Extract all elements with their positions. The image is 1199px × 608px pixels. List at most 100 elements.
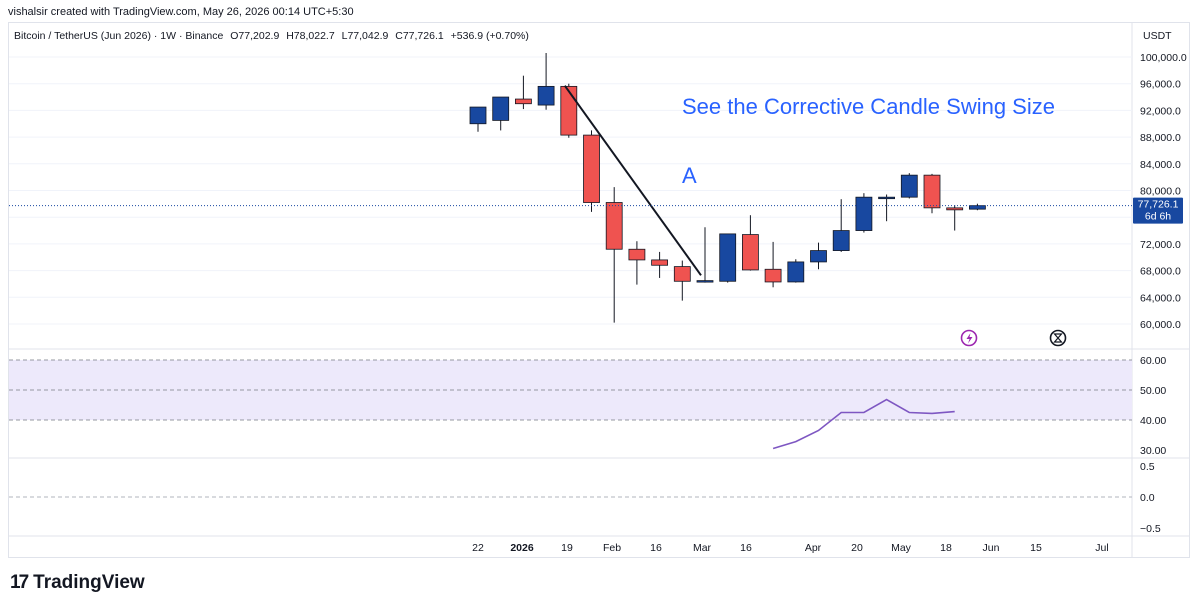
last-price-marker: 77,726.1 6d 6h: [9, 197, 1183, 224]
indicator-tick-label: 40.00: [1140, 415, 1166, 427]
price-tick-label: 96,000.0: [1140, 79, 1181, 91]
candle-body: [537, 85, 555, 106]
candle: [810, 242, 827, 270]
price-tick-label: 80,000.0: [1140, 186, 1181, 198]
candle: [673, 260, 691, 301]
legend-low: L77,042.9: [342, 30, 389, 42]
legend-symbol: Bitcoin / TetherUS (Jun 2026) · 1W · Bin…: [14, 30, 223, 42]
candle-body: [469, 106, 487, 125]
time-tick-label: Feb: [603, 542, 621, 554]
trendline: [563, 85, 702, 276]
candle-body: [605, 202, 623, 250]
chart-frame[interactable]: [8, 22, 1190, 558]
lightning-icon[interactable]: [960, 329, 978, 347]
price-tick-label: 100,000.0: [1140, 52, 1187, 64]
candle-body: [673, 266, 691, 282]
candle-body: [742, 234, 759, 271]
legend-high: H78,022.7: [286, 30, 335, 42]
time-tick-label: Jun: [983, 542, 1000, 554]
time-tick-label: 16: [650, 542, 662, 554]
candle-body: [583, 134, 600, 203]
candle: [628, 241, 646, 285]
time-tick-label: 15: [1030, 542, 1042, 554]
price-axis-ticks: 100,000.0 96,000.0 92,000.0 88,000.0 84,000.…: [1140, 52, 1187, 331]
candle: [537, 52, 555, 110]
time-tick-label: 22: [472, 542, 484, 554]
candle-body: [560, 85, 578, 136]
price-tick-label: 60,000.0: [1140, 319, 1181, 331]
candle: [492, 96, 510, 131]
legend-close: C77,726.1: [395, 30, 444, 42]
candle-body: [764, 268, 782, 283]
price-gridlines: [9, 56, 1132, 325]
candle-body: [946, 207, 964, 211]
candle-body: [878, 196, 895, 200]
candle: [651, 251, 668, 278]
indicator-line-group: [772, 398, 955, 450]
time-tick-label: Apr: [805, 542, 822, 554]
candle: [855, 193, 873, 233]
time-tick-label: 2026: [510, 542, 534, 554]
candle: [832, 199, 850, 252]
price-tick-label: 92,000.0: [1140, 105, 1181, 117]
candle: [742, 215, 759, 271]
author-credit: vishalsir created with TradingView.com, …: [8, 6, 354, 18]
headline-annotation[interactable]: See the Corrective Candle Swing Size: [682, 94, 1055, 119]
oscillator-tick-label: −0.5: [1140, 523, 1161, 535]
candle: [515, 75, 532, 110]
oscillator-tick-label: 0.0: [1140, 492, 1155, 504]
indicator-tick-label: 50.00: [1140, 385, 1166, 397]
candle-body: [492, 96, 510, 121]
time-tick-label: 20: [851, 542, 863, 554]
last-price-label: 77,726.1: [1138, 199, 1179, 211]
candle: [969, 203, 986, 211]
candle: [764, 241, 782, 288]
time-tick-label: Mar: [693, 542, 712, 554]
price-tick-label: 88,000.0: [1140, 132, 1181, 144]
candle-body: [719, 233, 737, 282]
indicator-line: [772, 398, 955, 450]
legend-open: O77,202.9: [230, 30, 279, 42]
time-tick-label: 16: [740, 542, 752, 554]
currency-label: USDT: [1143, 30, 1172, 42]
price-tick-label: 84,000.0: [1140, 159, 1181, 171]
candle-body: [923, 174, 941, 209]
time-axis-labels: 22 2026 19 Feb 16 Mar 16 Apr 20 May 18 Jun 15 Jul: [472, 542, 1109, 554]
candle: [923, 173, 941, 214]
legend-text: Bitcoin / TetherUS (Jun 2026) · 1W · Bin…: [14, 30, 529, 42]
candle-body: [969, 205, 986, 210]
candle: [787, 259, 805, 283]
hourglass-icon[interactable]: [1049, 329, 1067, 347]
price-tick-label: 68,000.0: [1140, 266, 1181, 278]
oscillator-tick-label: 0.5: [1140, 461, 1155, 473]
candle-body: [651, 259, 668, 266]
time-tick-label: 19: [561, 542, 573, 554]
tradingview-logo[interactable]: 17 TradingView: [10, 572, 145, 594]
indicator-tick-label: 30.00: [1140, 445, 1166, 457]
price-tick-label: 72,000.0: [1140, 239, 1181, 251]
time-tick-label: May: [891, 542, 912, 554]
indicator-tick-label: 60.00: [1140, 355, 1166, 367]
countdown-label: 6d 6h: [1145, 211, 1171, 223]
candle-body: [628, 248, 646, 261]
candle-body: [696, 280, 714, 283]
candle-body: [810, 250, 827, 263]
candle-body: [900, 174, 918, 198]
candle: [878, 194, 895, 222]
candle-body: [855, 196, 873, 231]
candle: [583, 130, 600, 212]
candle: [719, 233, 737, 283]
candle: [696, 227, 714, 283]
candle: [469, 106, 487, 132]
indicator-axis-ticks: 60.00 50.00 40.00 30.00: [1140, 355, 1166, 457]
time-tick-label: Jul: [1095, 542, 1108, 554]
candle: [946, 205, 964, 231]
brand-name: TradingView: [33, 572, 145, 593]
candle-body: [832, 230, 850, 251]
trendline-group: [563, 85, 702, 276]
candle-body: [515, 98, 532, 105]
tradingview-mark-icon: 17: [10, 572, 29, 593]
price-tick-label: 64,000.0: [1140, 292, 1181, 304]
label-a-annotation[interactable]: A: [682, 163, 697, 188]
